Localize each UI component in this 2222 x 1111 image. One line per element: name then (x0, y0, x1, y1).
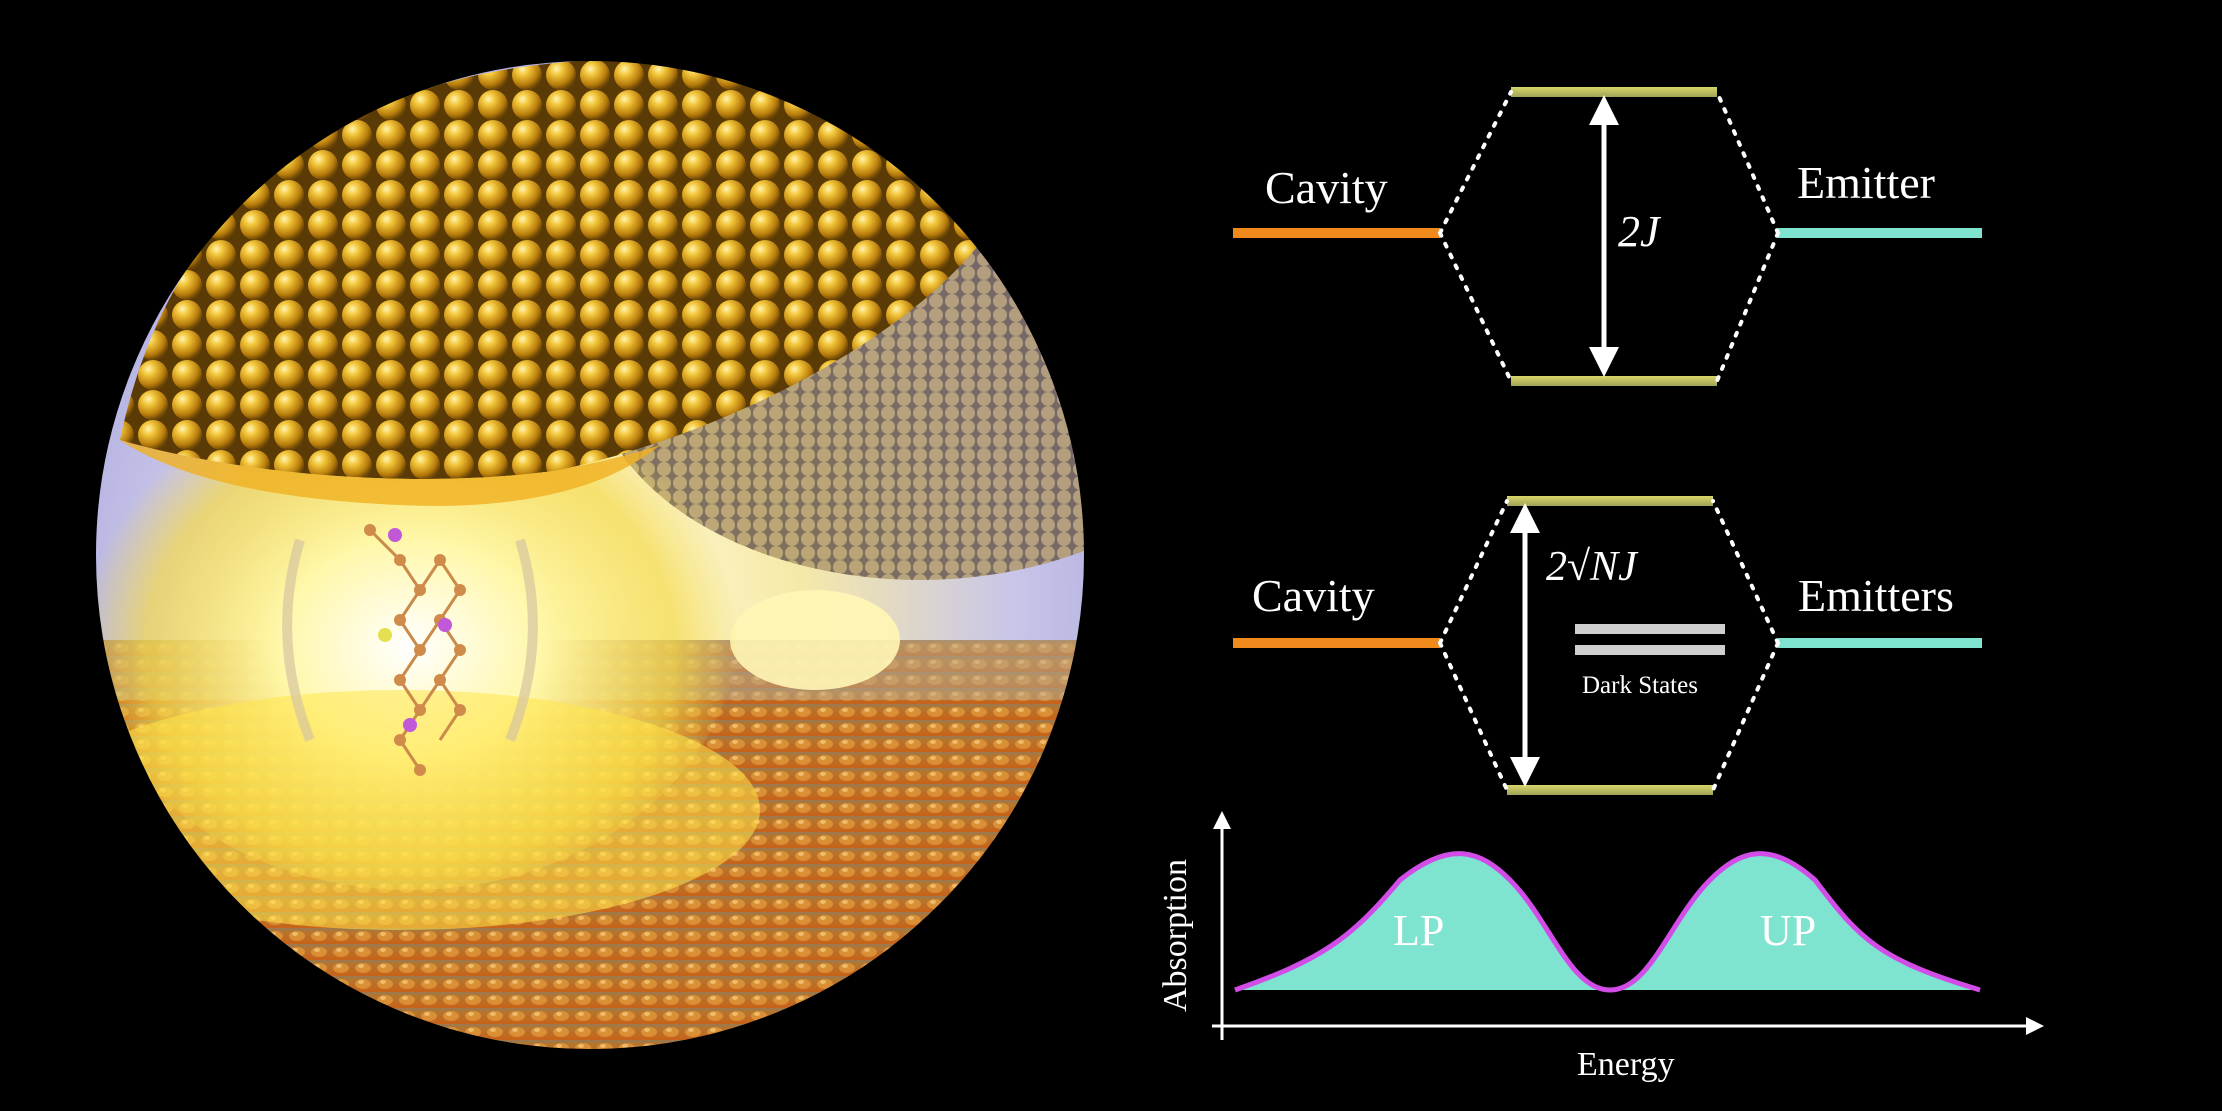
coupling-lines (1438, 90, 1780, 383)
emitter-label: Emitter (1797, 157, 1935, 208)
emitters-label: Emitters (1798, 570, 1954, 621)
collective-emitter-diagram: Cavity Emitters 2√NJ Dark States (1233, 496, 1982, 795)
splitting-label: 2J (1618, 207, 1662, 256)
cavity-label: Cavity (1265, 162, 1388, 213)
x-axis-label: Energy (1577, 1046, 1675, 1083)
nanocavity-illustration (95, 60, 1085, 1050)
lower-polariton-level (1511, 376, 1717, 386)
lower-polariton-label: LP (1393, 906, 1444, 955)
upper-polariton-label: UP (1760, 906, 1816, 955)
upper-polariton-level (1511, 87, 1717, 97)
absorption-fill (1235, 853, 1980, 990)
dark-states-label: Dark States (1582, 672, 1698, 699)
coupling-lines (1438, 499, 1780, 792)
cavity-label: Cavity (1252, 570, 1375, 621)
lower-polariton-level (1507, 785, 1713, 795)
absorption-curve (1234, 851, 1981, 993)
y-axis-label: Absorption (1157, 859, 1194, 1012)
upper-polariton-level (1507, 496, 1713, 506)
single-emitter-diagram: Cavity Emitter 2J (1233, 87, 1982, 386)
dark-state-level (1575, 645, 1725, 655)
dark-state-level (1575, 624, 1725, 634)
collective-splitting-label: 2√NJ (1546, 544, 1639, 590)
gold-nanoparticle (120, 60, 990, 479)
absorption-plot: LP UP Energy Absorption (1157, 811, 2044, 1083)
